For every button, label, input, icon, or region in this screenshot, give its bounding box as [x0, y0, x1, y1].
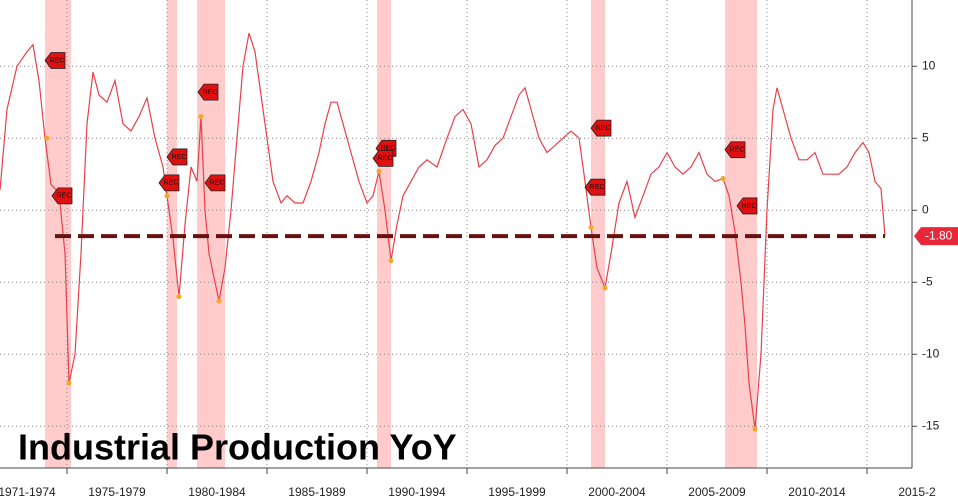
highlight-point: [388, 258, 394, 264]
highlight-point: [198, 114, 204, 120]
highlight-point: [720, 176, 726, 182]
x-tick-label: 1975-1979: [88, 485, 146, 499]
x-tick-label: 1990-1994: [388, 485, 446, 499]
highlight-point: [752, 426, 758, 432]
y-tick-label: -10: [922, 346, 940, 360]
x-tick-label: 1985-1989: [288, 485, 346, 499]
highlight-point: [176, 294, 182, 300]
rec-flag-label: REC: [596, 125, 611, 132]
rec-flag: [736, 197, 758, 215]
recession-band: [591, 0, 605, 468]
rec-flag-label: REC: [378, 155, 393, 162]
x-tick-label: 2000-2004: [588, 485, 646, 499]
highlight-point: [602, 285, 608, 291]
value-badge: [914, 227, 958, 246]
y-tick-label: -15: [922, 418, 940, 432]
highlight-point: [44, 135, 50, 141]
rec-flag-label: REC: [172, 154, 187, 161]
x-tick-label: 2010-2014: [788, 485, 846, 499]
highlight-point: [66, 380, 72, 386]
rec-flag-label: REC: [164, 180, 179, 187]
y-tick-label: 10: [922, 58, 936, 72]
recession-band: [197, 0, 225, 468]
highlight-point: [376, 168, 382, 174]
rec-flag: [51, 187, 73, 205]
highlight-point: [164, 193, 170, 199]
rec-flag: [724, 141, 746, 159]
rec-flag-label: REC: [742, 203, 757, 210]
rec-flag-label: REC: [590, 184, 605, 191]
rec-flag-label: REC: [50, 57, 65, 64]
rec-flag: [197, 83, 219, 101]
rec-flag: [372, 149, 394, 167]
x-tick-label: 2015-2: [898, 485, 936, 499]
recession-band: [725, 0, 757, 468]
value-badge-label: -1.80: [925, 228, 953, 242]
y-tick-label: 5: [922, 130, 929, 144]
rec-flag: [166, 148, 188, 166]
rec-flag-label: REC: [57, 193, 72, 200]
rec-flag-label: REC: [210, 180, 225, 187]
rec-flag: [44, 52, 66, 69]
x-tick-label: 1980-1984: [188, 485, 246, 499]
y-tick-label: -5: [922, 274, 933, 288]
data-line: [0, 32, 886, 430]
recession-band: [45, 0, 71, 468]
x-tick-label: 1995-1999: [488, 485, 546, 499]
rec-flag: [590, 119, 612, 137]
rec-flag-label: REC: [730, 147, 745, 154]
rec-flag: [158, 174, 180, 192]
rec-flag-label: REC: [381, 145, 396, 152]
x-tick-label: 1971-1974: [0, 485, 56, 499]
highlight-point: [216, 298, 222, 304]
recession-band: [377, 0, 391, 468]
rec-flag-label: REC: [203, 89, 218, 96]
rec-flag: [204, 174, 226, 192]
y-tick-label: 0: [922, 202, 929, 216]
rec-flag: [584, 178, 606, 196]
chart-title: Industrial Production YoY: [18, 427, 457, 468]
highlight-point: [588, 225, 594, 231]
x-tick-label: 2005-2009: [688, 485, 746, 499]
